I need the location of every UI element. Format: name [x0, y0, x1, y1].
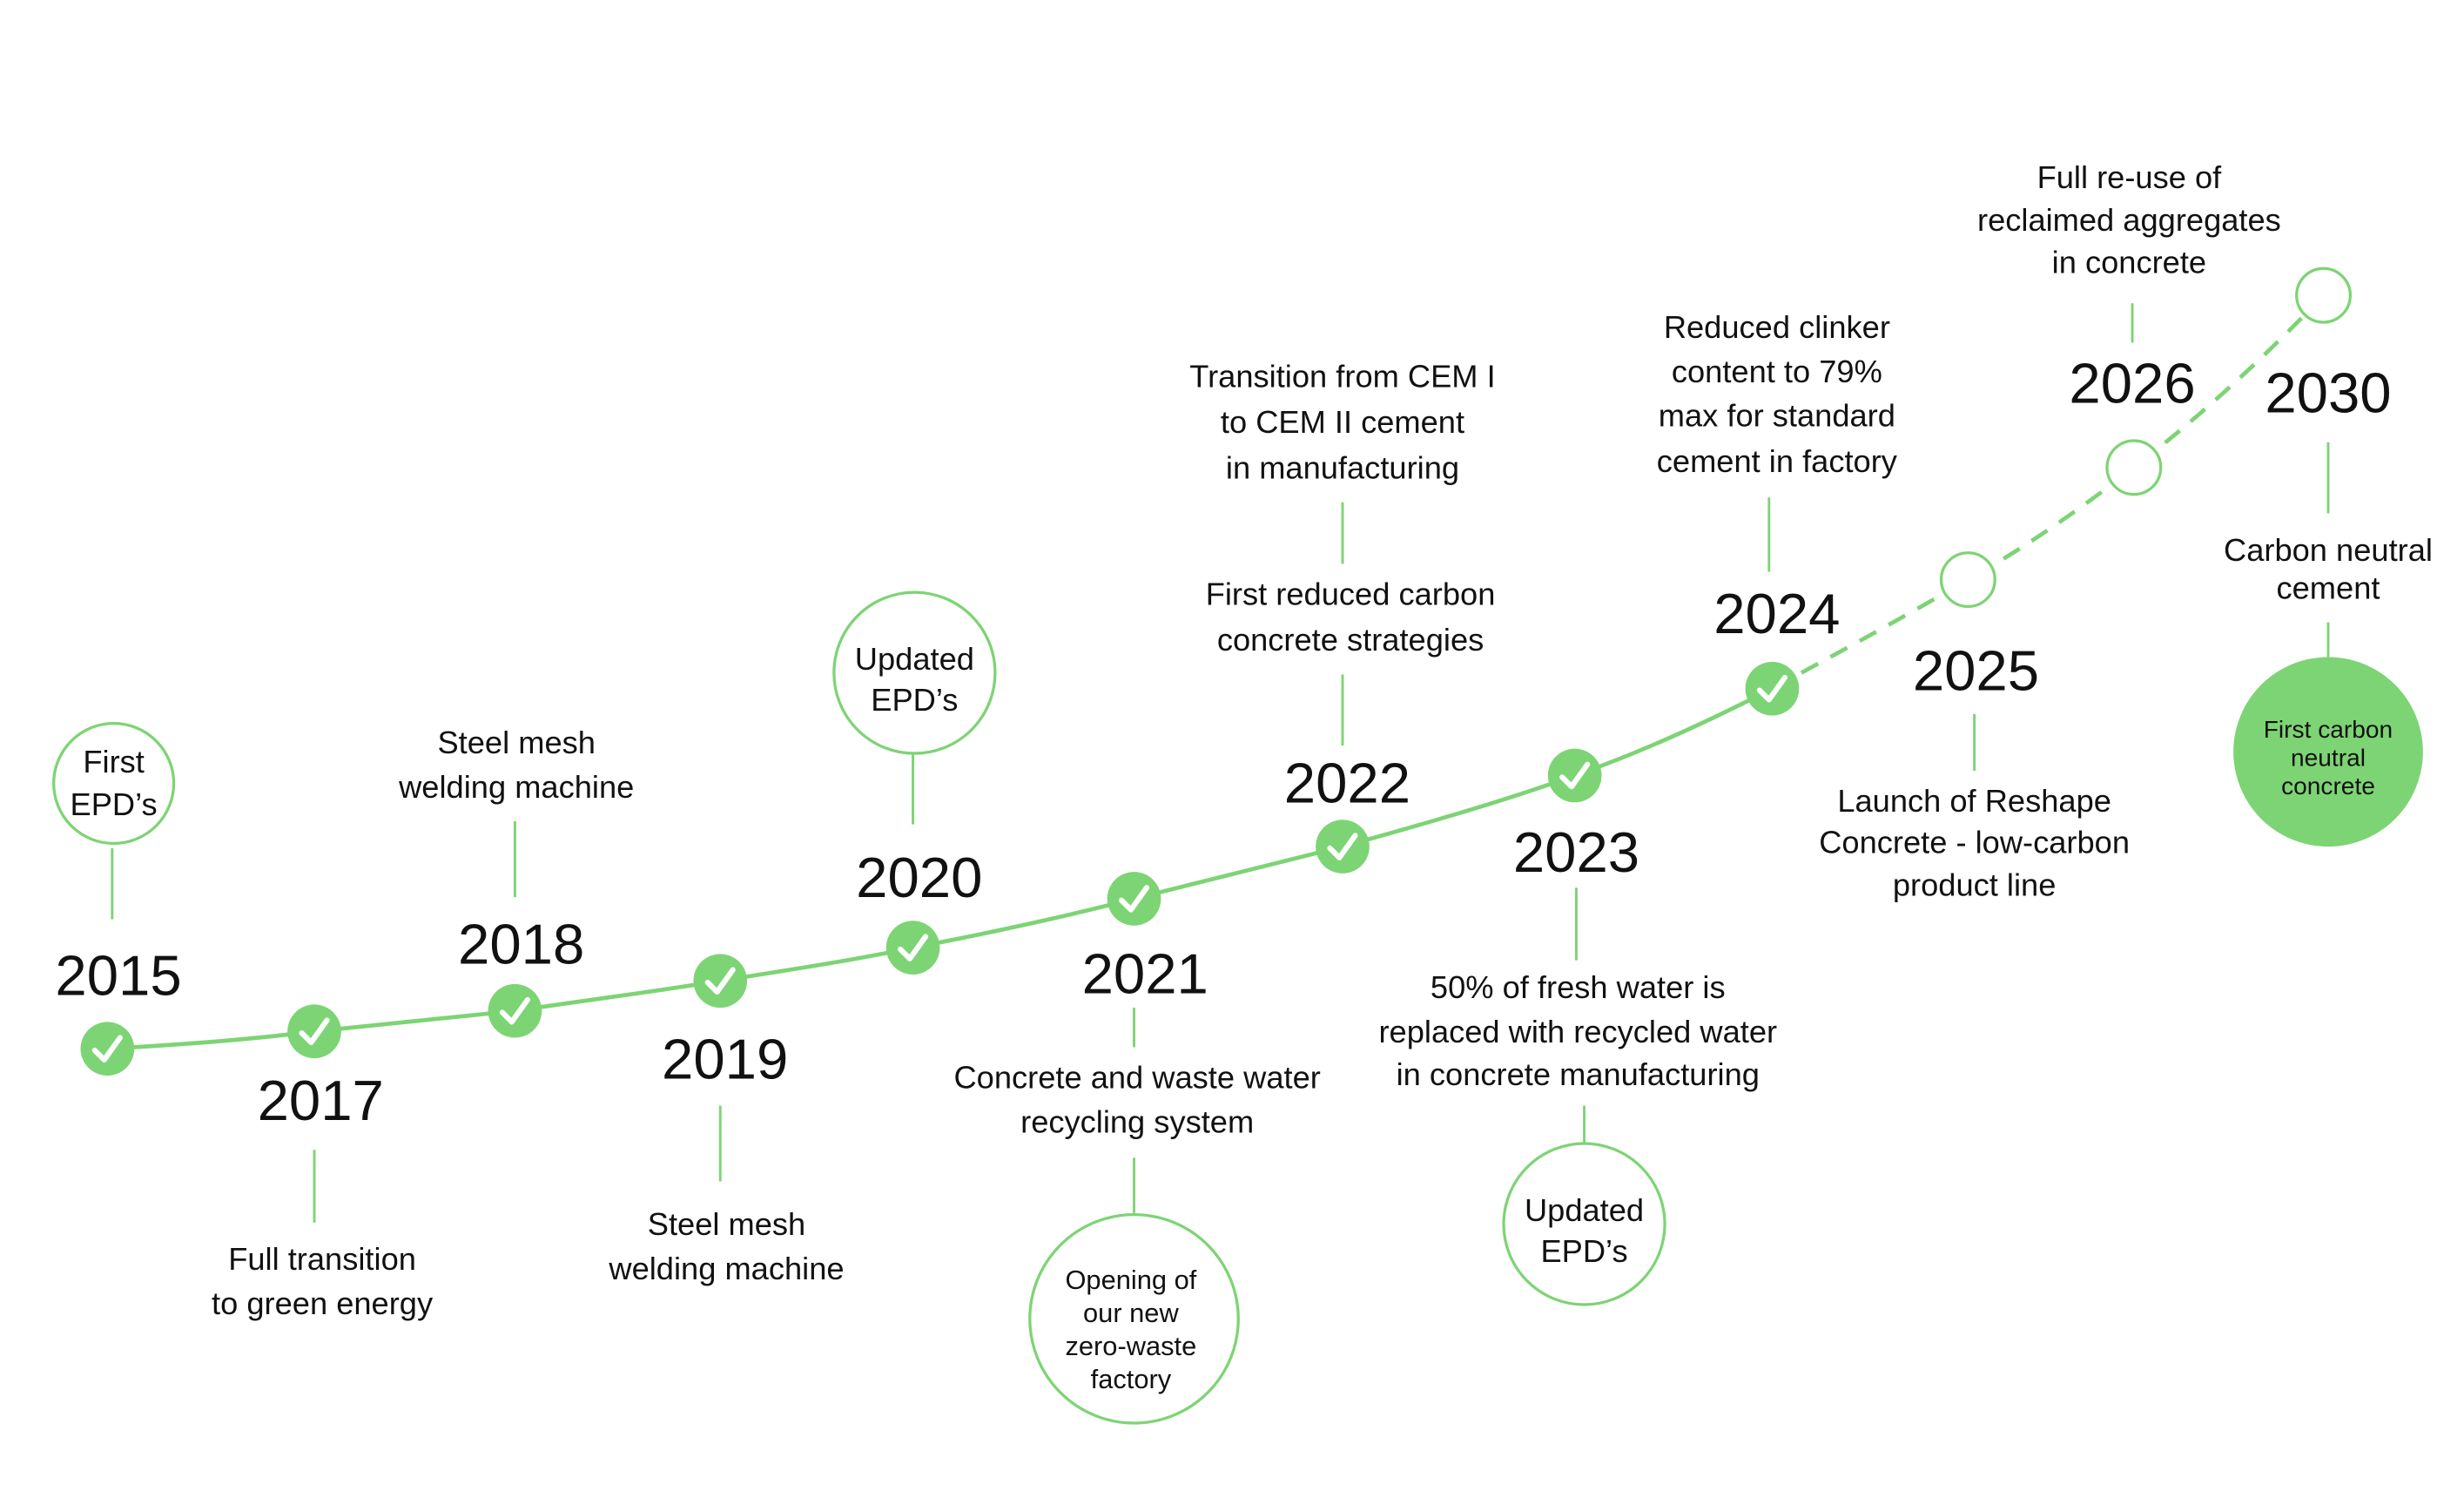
milestone-node-2015: [80, 1022, 135, 1076]
event-text: neutral: [2291, 745, 2366, 772]
milestone-node-2022: [1316, 820, 1370, 874]
year-label-2022: 2022: [1284, 751, 1410, 814]
event-text: concrete: [2281, 772, 2375, 799]
timeline-dashed-line: [1771, 293, 2326, 691]
event-text: content to 79%: [1672, 354, 1882, 389]
event-text: to CEM II cement: [1221, 404, 1464, 440]
event-text: First: [83, 744, 145, 779]
event-text: Full re-use of: [2037, 159, 2223, 195]
event-text: recycling system: [1020, 1103, 1254, 1139]
check-icon: [299, 1017, 330, 1046]
event-text: Steel mesh: [437, 725, 595, 760]
event-text: zero-waste: [1065, 1331, 1196, 1361]
event-text: First reduced carbon: [1206, 577, 1496, 612]
event-text: EPD’s: [71, 786, 158, 822]
event-text: product line: [1893, 867, 2057, 902]
event-text: in concrete manufacturing: [1397, 1056, 1760, 1092]
event-text: Transition from CEM I: [1189, 358, 1495, 394]
year-label-2015: 2015: [55, 944, 181, 1008]
milestone-node-2024: [1745, 661, 1800, 716]
check-icon: [1559, 761, 1591, 790]
event-text: EPD’s: [871, 682, 958, 718]
event-text: max for standard: [1659, 398, 1895, 434]
check-icon: [91, 1035, 123, 1063]
check-icon: [897, 934, 929, 961]
milestone-node-2021: [1107, 872, 1161, 926]
event-text: Launch of Reshape: [1837, 783, 2111, 819]
event-text: reclaimed aggregates: [1977, 202, 2281, 238]
milestone-node-2030: [2295, 266, 2353, 324]
year-label-2017: 2017: [258, 1069, 384, 1132]
event-text: in manufacturing: [1226, 450, 1459, 486]
event-text: Concrete - low-carbon: [1819, 824, 2130, 860]
year-label-2019: 2019: [662, 1028, 788, 1091]
year-label-2021: 2021: [1082, 942, 1208, 1006]
event-text: our new: [1083, 1298, 1179, 1328]
event-text: to green energy: [212, 1285, 434, 1321]
event-text: Steel mesh: [648, 1206, 805, 1242]
check-icon: [1756, 674, 1788, 703]
year-label-2026: 2026: [2069, 351, 2195, 415]
event-text: Reduced clinker: [1664, 309, 1890, 345]
year-label-2024: 2024: [1713, 582, 1840, 645]
event-text: Opening of: [1065, 1265, 1196, 1295]
event-text: cement in factory: [1657, 443, 1898, 479]
event-bubble: [832, 590, 997, 755]
event-text: in concrete: [2052, 245, 2206, 280]
event-bubble-filled: [2233, 657, 2423, 847]
check-icon: [1118, 885, 1150, 913]
event-bubble: [52, 721, 176, 846]
event-bubble: [1028, 1212, 1240, 1425]
event-text: Full transition: [228, 1241, 416, 1277]
check-icon: [1327, 833, 1358, 860]
event-text: Updated: [1525, 1192, 1644, 1228]
event-text: Updated: [855, 641, 974, 677]
year-label-2020: 2020: [856, 846, 982, 909]
event-text: Concrete and waste water: [953, 1060, 1320, 1096]
event-text: concrete strategies: [1217, 622, 1484, 658]
event-text: 50% of fresh water is: [1431, 969, 1726, 1005]
milestone-node-2020: [885, 921, 940, 975]
event-text: factory: [1091, 1364, 1172, 1394]
year-label-2018: 2018: [458, 912, 584, 975]
event-bubble: [1502, 1142, 1666, 1306]
year-label-2023: 2023: [1513, 820, 1639, 884]
event-text: Carbon neutral: [2224, 532, 2433, 568]
event-text: cement: [2277, 570, 2380, 605]
milestone-node-2017: [287, 1004, 341, 1059]
milestone-node-2025: [1939, 551, 1996, 609]
check-icon: [499, 996, 530, 1025]
year-label-2025: 2025: [1913, 639, 2039, 703]
check-icon: [704, 967, 736, 995]
event-text: welding machine: [398, 769, 634, 805]
milestone-node-2023: [1547, 748, 1602, 803]
year-label-2030: 2030: [2265, 361, 2391, 424]
milestone-node-2019: [693, 954, 748, 1009]
event-text: First carbon: [2264, 716, 2393, 743]
event-text: welding machine: [608, 1251, 844, 1286]
milestone-node-2018: [488, 983, 542, 1038]
event-text: replaced with recycled water: [1378, 1014, 1777, 1049]
milestone-node-2026: [2105, 439, 2163, 496]
event-text: EPD’s: [1540, 1233, 1627, 1269]
